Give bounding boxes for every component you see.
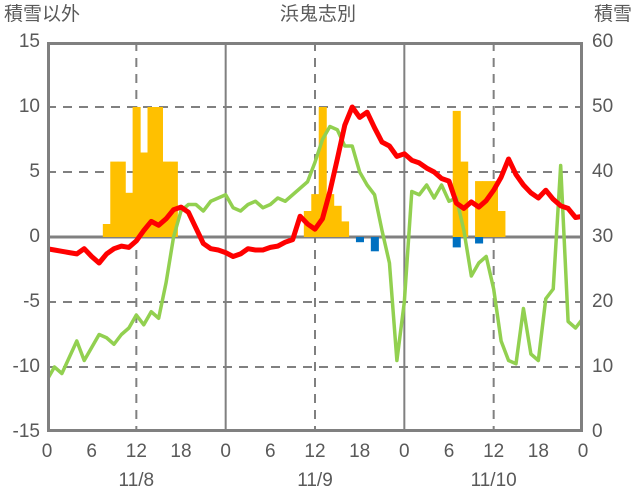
- snow-depth-line[interactable]: [47, 124, 583, 382]
- left-axis-tick-10: 10: [18, 96, 40, 117]
- bar[interactable]: [452, 110, 461, 237]
- x-axis-tick-7: 18: [349, 441, 371, 462]
- bar[interactable]: [102, 224, 111, 237]
- x-axis-tick-12: 0: [577, 441, 589, 462]
- bar[interactable]: [154, 107, 163, 237]
- bar[interactable]: [355, 237, 364, 243]
- left-axis-tick--5: -5: [23, 291, 40, 312]
- chart-canvas: [47, 42, 583, 432]
- bar[interactable]: [475, 237, 484, 244]
- plot-frame: [47, 42, 583, 432]
- bar[interactable]: [482, 181, 491, 237]
- bar[interactable]: [110, 161, 119, 237]
- right-axis-title: 積雪: [593, 4, 632, 25]
- right-axis-tick-0: 0: [592, 421, 603, 442]
- bar[interactable]: [460, 161, 469, 237]
- x-axis-tick-1: 6: [86, 441, 97, 462]
- bar[interactable]: [333, 205, 342, 237]
- left-axis-tick-0: 0: [29, 226, 40, 247]
- bar[interactable]: [311, 194, 320, 237]
- left-axis-tick--10: -10: [12, 356, 40, 377]
- x-axis-tick-2: 12: [125, 441, 147, 462]
- x-axis-tick-10: 12: [483, 441, 505, 462]
- bar[interactable]: [117, 161, 126, 237]
- x-axis-day-0: 11/8: [118, 470, 155, 491]
- bar[interactable]: [125, 192, 134, 237]
- bar[interactable]: [318, 107, 327, 237]
- right-axis-tick-20: 20: [592, 291, 614, 312]
- x-axis-tick-9: 6: [443, 441, 455, 462]
- x-axis-tick-5: 6: [265, 441, 276, 462]
- bar[interactable]: [370, 237, 379, 252]
- precip-bars[interactable]: [355, 237, 484, 252]
- right-axis-tick-50: 50: [592, 96, 614, 117]
- x-axis-tick-11: 18: [527, 441, 549, 462]
- bar[interactable]: [140, 152, 149, 238]
- x-axis-tick-3: 18: [170, 441, 192, 462]
- bar[interactable]: [132, 107, 141, 237]
- x-axis-day-2: 11/10: [470, 470, 517, 491]
- bar[interactable]: [169, 161, 178, 237]
- bar[interactable]: [452, 237, 461, 248]
- bar[interactable]: [497, 211, 506, 237]
- right-axis-tick-40: 40: [592, 161, 614, 182]
- x-axis-day-1: 11/9: [297, 470, 333, 491]
- right-axis-tick-10: 10: [592, 356, 614, 377]
- bar[interactable]: [489, 181, 498, 237]
- chart-title: 浜鬼志別: [279, 4, 356, 25]
- bar[interactable]: [341, 221, 350, 237]
- temperature-line[interactable]: [47, 104, 583, 266]
- left-axis-tick-15: 15: [18, 31, 40, 52]
- bar[interactable]: [147, 107, 156, 237]
- right-axis-tick-30: 30: [592, 226, 614, 247]
- plot-area: [47, 42, 583, 432]
- x-axis-tick-4: 0: [220, 441, 231, 462]
- x-axis-tick-0: 0: [41, 441, 53, 462]
- bar[interactable]: [162, 161, 171, 237]
- left-axis-tick--15: -15: [12, 421, 40, 442]
- right-axis-tick-60: 60: [592, 31, 614, 52]
- left-axis-tick-5: 5: [29, 161, 40, 182]
- left-axis-title: 積雪以外: [4, 4, 81, 25]
- x-axis-tick-8: 0: [399, 441, 410, 462]
- x-axis-tick-6: 12: [304, 441, 326, 462]
- bar[interactable]: [326, 194, 335, 237]
